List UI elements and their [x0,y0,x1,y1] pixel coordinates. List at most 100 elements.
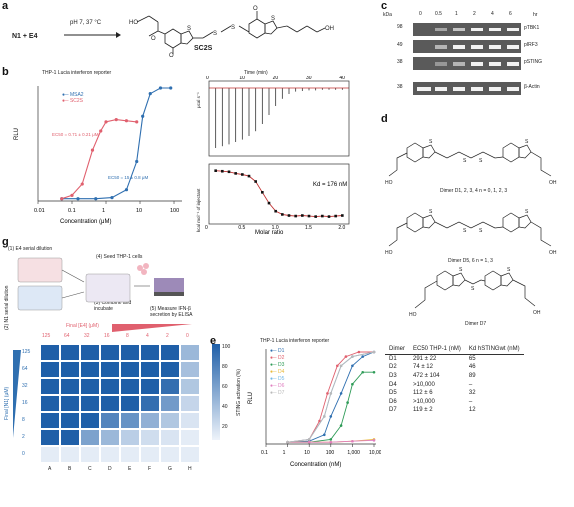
heatmap-cell [60,344,80,361]
itc-point [247,174,251,178]
heatmap-col-letter: C [88,466,92,472]
e-legend-item-d7: ●─ D7 [270,390,285,396]
b-point-sc2s [70,193,74,197]
blot-timepoints: 0 0.5 1 2 4 6 [419,11,512,17]
itc-chart: 0 10 20 30 40 0 0.5 1.0 1.5 2.0 Kd = 176 nM Mola… [205,76,350,236]
heatmap-row-label: 8 [22,417,25,423]
heatmap-cell [60,429,80,446]
e-table: Dimer EC50 THP-1 (nM) Kd hSTINGwt (nM) D… [385,345,524,415]
e-point-d1 [339,392,343,395]
itc-point [341,214,344,217]
e-point-d7 [307,438,311,441]
e-point-d3 [372,370,376,374]
svg-text:OH: OH [549,250,557,256]
e-series-line-d1 [287,351,375,443]
dimer-label-3: Dimer D7 [465,321,487,327]
e-table-cell: >10,000 [413,398,435,405]
b-xtick-label: 1 [102,208,105,214]
e-table-cell: 119 ± 2 [413,407,433,414]
row-label-psting: pSTING [524,59,543,65]
e-table-row: D2 74 ± 12 46 [385,363,524,372]
e-point-d7 [286,440,289,444]
heatmap-cell [100,344,120,361]
heatmap-cell [160,395,180,412]
b-point-sc2s [80,182,84,186]
hr-label: hr [533,12,538,18]
e-point-d6 [372,439,376,442]
heatmap-cell [160,412,180,429]
e-table-wrap: Dimer EC50 THP-1 (nM) Kd hSTINGwt (nM) D… [385,345,524,415]
svg-text:OH: OH [533,310,541,316]
heatmap-col-letter: A [48,466,52,472]
itc-top-xtick-label: 0 [206,76,209,81]
e-point-d1 [351,364,354,368]
itc-bottom-xtick-label: 0 [205,225,208,231]
b-point-msa2 [141,114,145,118]
svg-text:S: S [271,16,275,22]
g-step3: (3) Combine and incubate [94,300,132,312]
e-table-row: D4 >10,000 – [385,380,524,389]
b-point-msa2 [148,92,152,96]
heatmap-cell [180,378,200,395]
heatmap-cell [40,395,60,412]
e-table-cell: 291 ± 22 [413,355,437,362]
svg-text:HO: HO [409,312,417,318]
svg-text:S: S [213,31,217,37]
e-point-d2 [357,350,361,354]
dimer-label-1: Dimer D1, 2, 3, 4 n = 0, 1, 2, 3 [440,188,508,194]
heatmap-cell [80,412,100,429]
svg-text:S: S [479,158,483,164]
e-series-line-d3 [287,371,374,443]
heatmap-grid [40,344,200,464]
heatmap-cell [160,361,180,378]
marker-49: 49 [397,42,403,48]
heatmap-cell [80,344,100,361]
heatmap-cell [140,446,160,463]
heatmap-cell [100,412,120,429]
row-label-actin: β-Actin [524,84,540,90]
e-table-cell: D2 [389,364,397,371]
e-xtick-label: 1 [283,450,286,456]
heatmap-cell [80,378,100,395]
b-xlabel: Concentration (μM) [60,219,111,225]
heatmap-col-letter: H [188,466,192,472]
heatmap-cell [140,395,160,412]
e-table-row: D5 112 ± 6 32 [385,389,524,398]
b-legend-msa2: ●─ MSA2 [62,92,84,98]
b-xtick-label: 10 [136,208,142,214]
itc-point [314,215,317,218]
e-table-cell: 65 [468,355,476,362]
e-point-d3 [351,382,354,386]
itc-bottom-xtick-label: 1.5 [305,225,312,231]
heatmap-cell [160,344,180,361]
itc-point [261,191,264,194]
b-xtick-label: 0.1 [68,208,76,214]
itc-top-xtick-label: 30 [306,76,312,81]
panel-letter-g: g [2,236,9,248]
heatmap-cell [40,344,60,361]
e-table-cell: D3 [389,373,397,380]
heatmap-cell [180,412,200,429]
marker-38b: 38 [397,84,403,90]
e-series-line-d2 [287,351,374,443]
dimer-label-2: Dimer D5, 6 n = 1, 3 [448,258,493,264]
blot-ptbk1 [413,23,521,36]
svg-text:S: S [525,139,529,145]
svg-text:OH: OH [325,26,334,32]
blot-bands [417,28,519,91]
b-chart-title: THP-1 Lucia interferon reporter [42,70,112,76]
heatmap-cell [120,344,140,361]
b-point-msa2 [158,86,163,90]
panel-letter-a: a [2,0,9,12]
panel-letter-e: e [210,335,217,347]
e-table-cell: D7 [389,407,397,414]
heatmap-cell [100,378,120,395]
e-xtick-label: 10,000 [369,450,381,456]
e-table-cell: D5 [389,390,397,397]
heatmap-cell [80,361,100,378]
svg-text:O: O [169,53,174,58]
itc-time-label: Time (min) [244,70,268,76]
heatmap-cell [60,446,80,463]
itc-point [287,214,291,217]
e-xtick-label: 0.1 [261,450,268,456]
